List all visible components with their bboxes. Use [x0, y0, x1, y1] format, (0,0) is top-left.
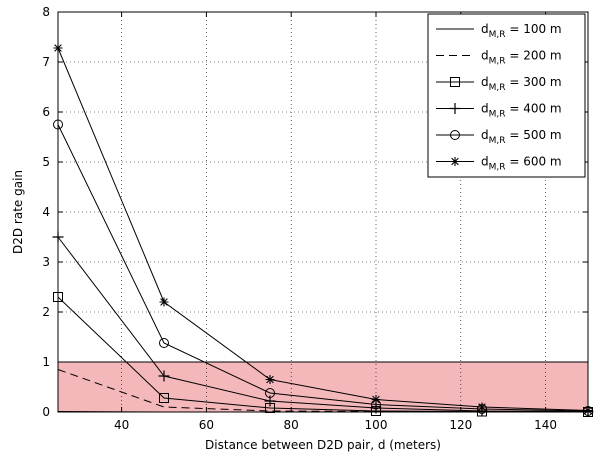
x-tick-label: 140	[534, 418, 557, 432]
y-axis-label: D2D rate gain	[11, 170, 25, 254]
series-line	[57, 236, 589, 412]
y-tick-label: 7	[42, 55, 50, 69]
legend-entry-2: dM,R = 200 m	[436, 49, 562, 67]
legend-label: dM,R = 100 m	[481, 22, 562, 40]
x-axis-label: Distance between D2D pair, d (meters)	[205, 438, 441, 452]
y-tick-label: 2	[42, 305, 50, 319]
x-tick-label: 80	[284, 418, 299, 432]
y-tick-label: 6	[42, 105, 50, 119]
legend-label: dM,R = 200 m	[481, 49, 562, 67]
legend-label: dM,R = 300 m	[481, 75, 562, 93]
shaded-region	[58, 362, 588, 412]
data-point-marker	[158, 370, 170, 382]
legend-entry-5: dM,R = 500 m	[436, 128, 562, 146]
legend-label: dM,R = 600 m	[481, 155, 562, 173]
shaded-band-layer	[58, 361, 588, 412]
grid-layer	[58, 12, 588, 412]
legend-entry-6: dM,R = 600 m	[436, 155, 562, 173]
legend-marker	[450, 157, 460, 166]
series-line	[57, 124, 589, 412]
legend-entry-1: dM,R = 100 m	[436, 22, 562, 40]
data-point-marker	[477, 402, 487, 412]
y-tick-label: 1	[42, 355, 50, 369]
x-tick-label: 60	[199, 418, 214, 432]
data-point-marker	[159, 297, 169, 307]
legend-marker	[449, 103, 461, 114]
legend-entry-3: dM,R = 300 m	[436, 75, 562, 93]
data-point-marker	[159, 393, 169, 403]
legend-marker	[450, 130, 460, 140]
y-tick-label: 8	[42, 5, 50, 19]
x-tick-label: 40	[114, 418, 129, 432]
data-point-marker	[265, 388, 275, 398]
data-point-marker	[371, 395, 381, 404]
y-tick-label: 0	[42, 405, 50, 419]
data-point-marker	[265, 375, 275, 384]
y-tick-label: 4	[42, 205, 50, 219]
data-point-marker	[159, 338, 169, 348]
y-tick-label: 3	[42, 255, 50, 269]
legend-marker	[450, 77, 460, 87]
legend-entry-4: dM,R = 400 m	[436, 102, 562, 120]
legend: dM,R = 100 m dM,R = 200 m dM,R = 300 m dM,R…	[427, 13, 586, 178]
tick-layer: 40 60 80 100 120 140 0 1 2 3 4 5 6 7 8	[42, 5, 588, 432]
legend-label: dM,R = 400 m	[481, 102, 562, 120]
legend-box	[427, 13, 586, 178]
x-tick-label: 120	[449, 418, 472, 432]
legend-label: dM,R = 500 m	[481, 128, 562, 146]
series-line	[57, 47, 589, 411]
x-tick-label: 100	[365, 418, 388, 432]
y-tick-label: 5	[42, 155, 50, 169]
